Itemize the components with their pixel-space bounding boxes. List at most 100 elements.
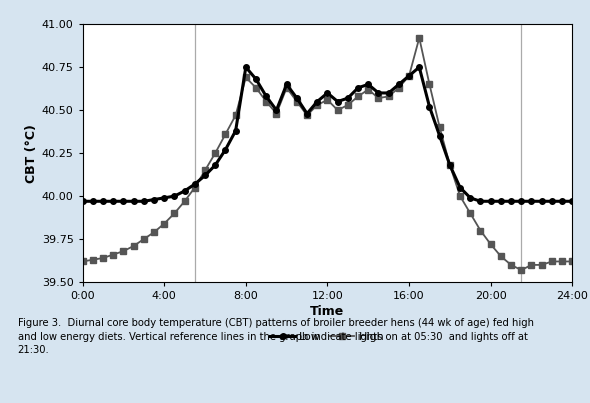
Low [150,197,158,202]
Low [334,99,341,104]
High [212,151,219,156]
Low [171,194,178,199]
Low [222,147,229,152]
High [110,252,117,257]
High [89,258,96,262]
High [201,168,209,173]
High [569,259,576,264]
High [222,132,229,137]
High [426,82,433,87]
Low [110,199,117,204]
High [191,185,198,190]
High [253,85,260,90]
Low [395,82,402,87]
Low [191,182,198,187]
Low [130,199,137,204]
High [283,85,290,90]
High [345,103,352,108]
High [140,237,148,241]
High [303,113,310,118]
High [79,259,86,264]
Low [507,199,514,204]
Low [446,163,453,168]
Low [375,91,382,96]
High [150,230,158,235]
Low [426,104,433,109]
Y-axis label: CBT (°C): CBT (°C) [25,124,38,183]
X-axis label: Time: Time [310,305,345,318]
High [232,113,239,118]
High [538,262,545,267]
Low [518,199,525,204]
Low [385,91,392,96]
Low [253,77,260,82]
High [293,99,300,104]
Low [497,199,504,204]
Low [436,133,443,138]
High [507,262,514,267]
Low [467,195,474,200]
High [160,221,168,226]
High [457,194,464,199]
Low [140,199,148,204]
High [405,73,412,78]
Legend: Low, High: Low, High [266,327,389,346]
High [497,254,504,259]
High [518,268,525,272]
Low [242,65,250,70]
High [273,111,280,116]
High [436,125,443,130]
Low [293,96,300,100]
High [120,249,127,253]
Low [160,195,168,200]
Low [263,94,270,99]
Low [303,111,310,116]
High [365,87,372,92]
High [477,228,484,233]
Line: Low: Low [80,64,575,204]
Low [232,129,239,133]
High [100,256,107,260]
Low [487,199,494,204]
High [395,85,402,90]
Low [314,99,321,104]
High [559,259,566,264]
High [314,103,321,108]
Low [212,163,219,168]
Low [477,199,484,204]
Low [181,189,188,193]
High [324,98,331,102]
Low [548,199,555,204]
High [375,96,382,100]
Low [273,108,280,112]
Low [559,199,566,204]
High [528,262,535,267]
High [263,99,270,104]
Line: High: High [80,35,575,273]
Low [100,199,107,204]
Low [89,199,96,204]
Low [79,199,86,204]
High [242,75,250,80]
Low [457,185,464,190]
High [171,211,178,216]
Low [324,91,331,96]
Low [405,73,412,78]
Low [345,96,352,100]
High [355,94,362,99]
High [467,211,474,216]
Text: Figure 3.  Diurnal core body temperature (CBT) patterns of broiler breeder hens : Figure 3. Diurnal core body temperature … [18,318,534,355]
High [130,243,137,248]
High [416,35,423,40]
High [334,108,341,112]
Low [201,173,209,178]
High [487,242,494,247]
Low [528,199,535,204]
Low [569,199,576,204]
High [385,94,392,99]
High [181,199,188,204]
High [446,163,453,168]
Low [416,65,423,70]
High [548,259,555,264]
Low [120,199,127,204]
